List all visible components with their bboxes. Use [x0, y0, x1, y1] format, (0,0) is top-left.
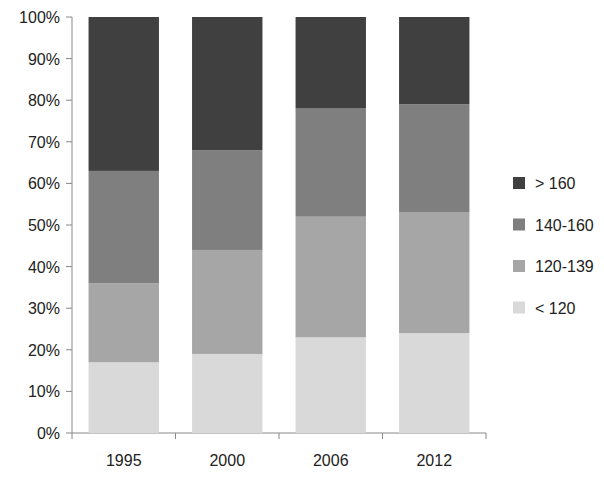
bar-segment — [399, 104, 469, 212]
bar-segment — [192, 250, 262, 354]
bar-segment — [296, 217, 366, 338]
x-tick — [72, 433, 73, 439]
bar-segment — [192, 150, 262, 250]
bar-segment — [89, 362, 159, 433]
bar-segment — [296, 109, 366, 217]
x-tick — [382, 433, 383, 439]
y-tick-label: 80% — [28, 92, 60, 109]
y-tick — [66, 391, 72, 392]
x-tick-label: 1995 — [106, 452, 142, 469]
x-tick — [279, 433, 280, 439]
y-tick-label: 70% — [28, 134, 60, 151]
bar-segment — [296, 337, 366, 433]
y-tick-label: 60% — [28, 175, 60, 192]
bar-segment — [296, 17, 366, 109]
legend-label: > 160 — [535, 175, 576, 192]
y-tick — [66, 17, 72, 18]
bar-segment — [399, 213, 469, 334]
y-tick — [66, 308, 72, 309]
x-tick-label: 2000 — [209, 452, 245, 469]
y-tick-label: 90% — [28, 51, 60, 68]
y-tick — [66, 100, 72, 101]
y-tick-label: 20% — [28, 342, 60, 359]
x-tick-label: 2006 — [313, 452, 349, 469]
y-tick — [66, 225, 72, 226]
legend-swatch — [513, 302, 525, 314]
y-tick-label: 0% — [37, 425, 60, 442]
bar-segment — [89, 283, 159, 362]
y-tick — [66, 349, 72, 350]
bar-segment — [399, 17, 469, 104]
x-tick-label: 2012 — [416, 452, 452, 469]
y-tick — [66, 141, 72, 142]
y-tick — [66, 433, 72, 434]
x-tick — [175, 433, 176, 439]
legend-label: 120-139 — [535, 258, 594, 275]
y-tick-label: 30% — [28, 300, 60, 317]
y-tick — [66, 58, 72, 59]
y-tick-label: 50% — [28, 217, 60, 234]
y-tick-label: 40% — [28, 259, 60, 276]
legend-label: < 120 — [535, 300, 576, 317]
y-tick-label: 10% — [28, 383, 60, 400]
chart: 0% 10% 20% 30% 40% 50% 60% 70% 80% 90% 100% 1995 200… — [0, 0, 604, 481]
bar-segment — [192, 17, 262, 150]
bar-segment — [399, 333, 469, 433]
bar-segment — [192, 354, 262, 433]
legend-swatch — [513, 260, 525, 272]
bar-segment — [89, 17, 159, 171]
legend-swatch — [513, 177, 525, 189]
bar-segment — [89, 171, 159, 283]
y-tick — [66, 266, 72, 267]
y-tick — [66, 183, 72, 184]
y-tick-label: 100% — [19, 9, 60, 26]
legend-swatch — [513, 219, 525, 231]
bars — [89, 17, 470, 433]
x-tick — [486, 433, 487, 439]
legend-label: 140-160 — [535, 217, 594, 234]
